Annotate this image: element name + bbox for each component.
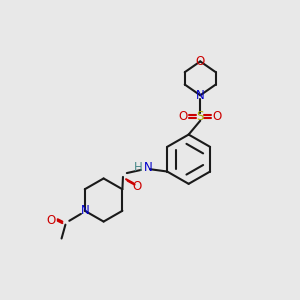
Text: N: N [80, 204, 89, 217]
Text: N: N [196, 89, 205, 102]
Text: O: O [47, 214, 56, 227]
Text: S: S [196, 110, 204, 123]
Text: O: O [196, 55, 205, 68]
Text: N: N [143, 161, 152, 174]
Text: H: H [134, 161, 143, 174]
Text: O: O [213, 110, 222, 123]
Text: O: O [178, 110, 188, 123]
Text: O: O [132, 180, 142, 193]
